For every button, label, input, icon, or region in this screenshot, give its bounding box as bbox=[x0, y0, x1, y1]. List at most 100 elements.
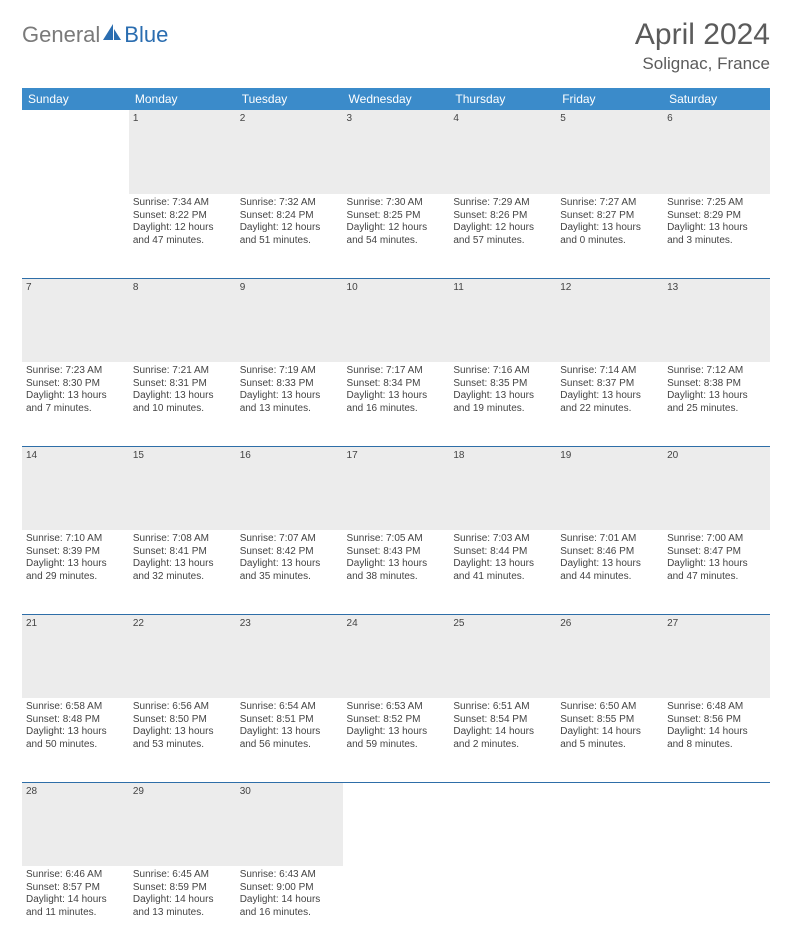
daynum-row: 21222324252627 bbox=[22, 614, 770, 698]
sunset-text: Sunset: 8:30 PM bbox=[26, 378, 125, 391]
daylight-text: Daylight: 13 hours bbox=[240, 390, 339, 403]
day-number-cell: 3 bbox=[343, 110, 450, 194]
daylight-text-2: and 13 minutes. bbox=[240, 403, 339, 416]
daylight-text-2: and 32 minutes. bbox=[133, 571, 232, 584]
daylight-text: Daylight: 13 hours bbox=[347, 558, 446, 571]
daylight-text-2: and 59 minutes. bbox=[347, 739, 446, 752]
sunrise-text: Sunrise: 7:32 AM bbox=[240, 197, 339, 210]
daylight-text: Daylight: 13 hours bbox=[133, 726, 232, 739]
daylight-text: Daylight: 13 hours bbox=[347, 726, 446, 739]
sunrise-text: Sunrise: 7:25 AM bbox=[667, 197, 766, 210]
day-cell bbox=[22, 194, 129, 278]
daynum-row: 123456 bbox=[22, 110, 770, 194]
sunset-text: Sunset: 8:44 PM bbox=[453, 546, 552, 559]
day-number-cell bbox=[22, 110, 129, 194]
day-cell: Sunrise: 7:05 AMSunset: 8:43 PMDaylight:… bbox=[343, 530, 450, 614]
day-cell: Sunrise: 7:19 AMSunset: 8:33 PMDaylight:… bbox=[236, 362, 343, 446]
daylight-text-2: and 57 minutes. bbox=[453, 235, 552, 248]
day-number-cell bbox=[663, 782, 770, 866]
day-cell: Sunrise: 7:30 AMSunset: 8:25 PMDaylight:… bbox=[343, 194, 450, 278]
day-cell: Sunrise: 6:48 AMSunset: 8:56 PMDaylight:… bbox=[663, 698, 770, 782]
day-number-cell: 23 bbox=[236, 614, 343, 698]
sunset-text: Sunset: 8:42 PM bbox=[240, 546, 339, 559]
weekday-header: Thursday bbox=[449, 88, 556, 110]
sunset-text: Sunset: 8:35 PM bbox=[453, 378, 552, 391]
week-row: Sunrise: 7:34 AMSunset: 8:22 PMDaylight:… bbox=[22, 194, 770, 278]
sunrise-text: Sunrise: 6:54 AM bbox=[240, 701, 339, 714]
weekday-header: Monday bbox=[129, 88, 236, 110]
daylight-text: Daylight: 14 hours bbox=[560, 726, 659, 739]
daylight-text-2: and 47 minutes. bbox=[667, 571, 766, 584]
daylight-text-2: and 50 minutes. bbox=[26, 739, 125, 752]
day-cell: Sunrise: 6:51 AMSunset: 8:54 PMDaylight:… bbox=[449, 698, 556, 782]
daylight-text: Daylight: 12 hours bbox=[347, 222, 446, 235]
sunset-text: Sunset: 8:55 PM bbox=[560, 714, 659, 727]
sunrise-text: Sunrise: 6:46 AM bbox=[26, 869, 125, 882]
day-number-cell: 11 bbox=[449, 278, 556, 362]
daylight-text: Daylight: 13 hours bbox=[560, 390, 659, 403]
daylight-text: Daylight: 13 hours bbox=[26, 726, 125, 739]
daylight-text: Daylight: 14 hours bbox=[240, 894, 339, 907]
sunrise-text: Sunrise: 7:21 AM bbox=[133, 365, 232, 378]
daylight-text-2: and 38 minutes. bbox=[347, 571, 446, 584]
day-cell bbox=[343, 866, 450, 950]
sunset-text: Sunset: 8:56 PM bbox=[667, 714, 766, 727]
day-cell: Sunrise: 7:34 AMSunset: 8:22 PMDaylight:… bbox=[129, 194, 236, 278]
day-number-cell bbox=[556, 782, 663, 866]
daylight-text-2: and 7 minutes. bbox=[26, 403, 125, 416]
day-cell bbox=[663, 866, 770, 950]
daynum-row: 78910111213 bbox=[22, 278, 770, 362]
sunrise-text: Sunrise: 7:19 AM bbox=[240, 365, 339, 378]
daylight-text-2: and 56 minutes. bbox=[240, 739, 339, 752]
day-number-cell: 7 bbox=[22, 278, 129, 362]
month-title: April 2024 bbox=[635, 18, 770, 52]
day-cell bbox=[556, 866, 663, 950]
day-cell: Sunrise: 7:32 AMSunset: 8:24 PMDaylight:… bbox=[236, 194, 343, 278]
daylight-text-2: and 0 minutes. bbox=[560, 235, 659, 248]
daylight-text: Daylight: 14 hours bbox=[26, 894, 125, 907]
logo-text-general: General bbox=[22, 22, 100, 48]
daylight-text: Daylight: 13 hours bbox=[453, 390, 552, 403]
daylight-text-2: and 54 minutes. bbox=[347, 235, 446, 248]
daylight-text-2: and 19 minutes. bbox=[453, 403, 552, 416]
day-number-cell: 29 bbox=[129, 782, 236, 866]
day-cell: Sunrise: 6:54 AMSunset: 8:51 PMDaylight:… bbox=[236, 698, 343, 782]
day-number-cell: 26 bbox=[556, 614, 663, 698]
day-cell: Sunrise: 6:50 AMSunset: 8:55 PMDaylight:… bbox=[556, 698, 663, 782]
day-cell: Sunrise: 7:10 AMSunset: 8:39 PMDaylight:… bbox=[22, 530, 129, 614]
sunset-text: Sunset: 8:26 PM bbox=[453, 210, 552, 223]
day-cell: Sunrise: 6:53 AMSunset: 8:52 PMDaylight:… bbox=[343, 698, 450, 782]
day-number-cell: 4 bbox=[449, 110, 556, 194]
sunrise-text: Sunrise: 6:56 AM bbox=[133, 701, 232, 714]
day-number-cell: 18 bbox=[449, 446, 556, 530]
daylight-text: Daylight: 13 hours bbox=[560, 558, 659, 571]
sunrise-text: Sunrise: 7:23 AM bbox=[26, 365, 125, 378]
sunrise-text: Sunrise: 6:53 AM bbox=[347, 701, 446, 714]
day-cell: Sunrise: 6:45 AMSunset: 8:59 PMDaylight:… bbox=[129, 866, 236, 950]
day-number-cell: 8 bbox=[129, 278, 236, 362]
day-cell: Sunrise: 6:43 AMSunset: 9:00 PMDaylight:… bbox=[236, 866, 343, 950]
day-number-cell: 13 bbox=[663, 278, 770, 362]
sunset-text: Sunset: 8:54 PM bbox=[453, 714, 552, 727]
sunset-text: Sunset: 8:52 PM bbox=[347, 714, 446, 727]
day-number-cell: 2 bbox=[236, 110, 343, 194]
daylight-text: Daylight: 13 hours bbox=[453, 558, 552, 571]
sunrise-text: Sunrise: 6:50 AM bbox=[560, 701, 659, 714]
daylight-text: Daylight: 13 hours bbox=[667, 390, 766, 403]
day-cell: Sunrise: 7:03 AMSunset: 8:44 PMDaylight:… bbox=[449, 530, 556, 614]
day-cell: Sunrise: 7:25 AMSunset: 8:29 PMDaylight:… bbox=[663, 194, 770, 278]
day-number-cell: 9 bbox=[236, 278, 343, 362]
day-number-cell: 27 bbox=[663, 614, 770, 698]
daylight-text-2: and 11 minutes. bbox=[26, 907, 125, 920]
sunset-text: Sunset: 8:39 PM bbox=[26, 546, 125, 559]
week-row: Sunrise: 6:58 AMSunset: 8:48 PMDaylight:… bbox=[22, 698, 770, 782]
sunrise-text: Sunrise: 7:07 AM bbox=[240, 533, 339, 546]
day-number-cell bbox=[343, 782, 450, 866]
day-number-cell: 1 bbox=[129, 110, 236, 194]
sunrise-text: Sunrise: 7:01 AM bbox=[560, 533, 659, 546]
weekday-header: Sunday bbox=[22, 88, 129, 110]
sunset-text: Sunset: 8:59 PM bbox=[133, 882, 232, 895]
daylight-text: Daylight: 12 hours bbox=[453, 222, 552, 235]
day-cell bbox=[449, 866, 556, 950]
daylight-text-2: and 22 minutes. bbox=[560, 403, 659, 416]
